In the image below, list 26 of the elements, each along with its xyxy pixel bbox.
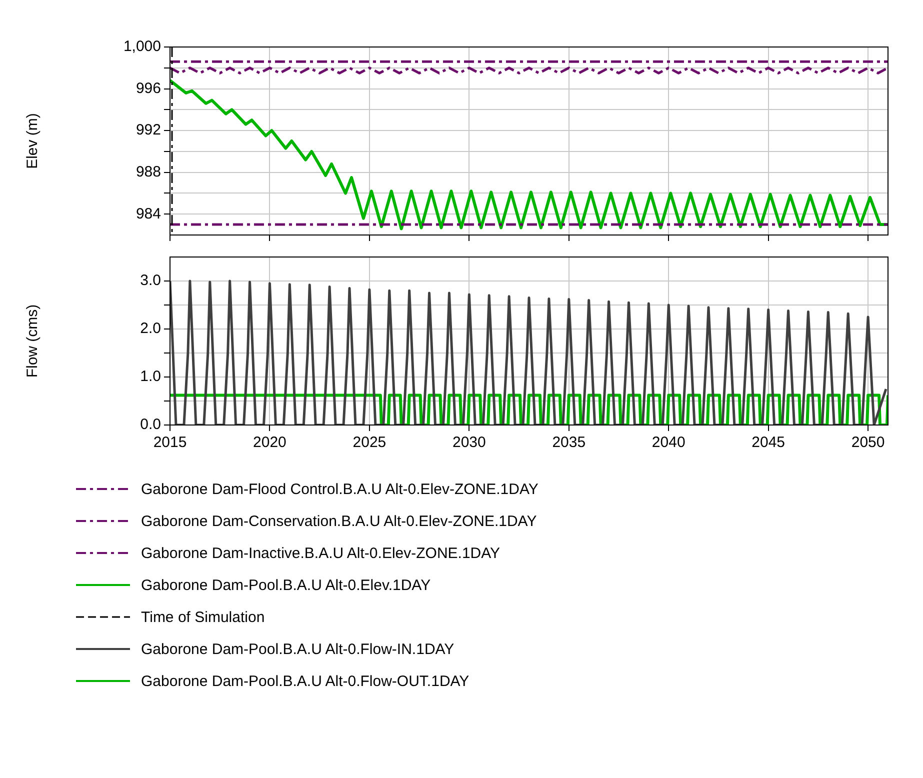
x-tick-label: 2030 xyxy=(452,434,486,452)
x-tick-label: 2020 xyxy=(253,434,286,452)
y-tick-label: 992 xyxy=(136,122,161,139)
legend-label: Gaborone Dam-Flood Control.B.A.U Alt-0.Elev-ZONE.1DAY xyxy=(141,480,538,498)
x-tick-label: 2045 xyxy=(752,434,786,452)
y-tick-label: 2.0 xyxy=(140,320,161,338)
legend-label: Gaborone Dam-Pool.B.A.U Alt-0.Flow-IN.1DAY xyxy=(141,640,454,658)
y-tick-label: 996 xyxy=(136,80,161,97)
y-tick-label: 1,000 xyxy=(123,38,161,56)
y-tick-label: 984 xyxy=(136,205,161,222)
x-tick-label: 2035 xyxy=(552,434,586,452)
legend-label: Gaborone Dam-Pool.B.A.U Alt-0.Flow-OUT.1DAY xyxy=(141,672,470,690)
y-axis-title: Flow (cms) xyxy=(24,304,42,378)
x-tick-label: 2015 xyxy=(153,434,187,452)
x-tick-label: 2050 xyxy=(851,434,885,452)
y-axis-title: Elev (m) xyxy=(24,113,42,169)
x-tick-label: 2025 xyxy=(352,434,386,452)
legend-label: Time of Simulation xyxy=(141,608,265,626)
y-tick-label: 3.0 xyxy=(140,272,161,290)
legend-label: Gaborone Dam-Pool.B.A.U Alt-0.Elev.1DAY xyxy=(141,576,431,594)
legend-label: Gaborone Dam-Inactive.B.A.U Alt-0.Elev-ZONE.1DAY xyxy=(141,544,500,562)
y-tick-label: 0.0 xyxy=(140,416,161,434)
x-tick-label: 2040 xyxy=(652,434,686,452)
y-tick-label: 988 xyxy=(136,163,161,180)
legend-label: Gaborone Dam-Conservation.B.A.U Alt-0.Elev-ZONE.1DAY xyxy=(141,512,537,530)
y-tick-label: 1.0 xyxy=(140,368,161,386)
